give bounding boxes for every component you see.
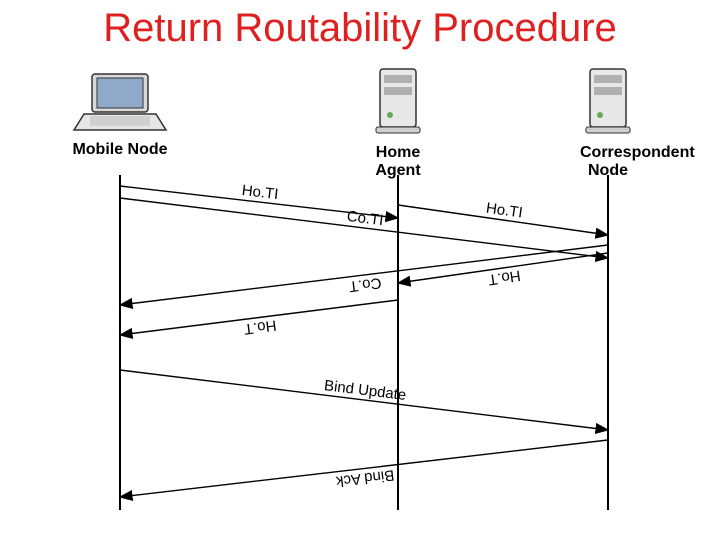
message-label: Bind Ack (335, 466, 395, 490)
sequence-diagram: Ho.TIHo.TICo.TIHo.TCo.THo.TBind UpdateBi… (0, 0, 720, 540)
message-arrow (120, 198, 608, 258)
message-label: Ho.T (243, 316, 277, 337)
message-label: Co.T (348, 274, 382, 295)
message-arrow (120, 245, 608, 305)
message-arrow (120, 440, 608, 497)
message-arrow (120, 370, 608, 430)
